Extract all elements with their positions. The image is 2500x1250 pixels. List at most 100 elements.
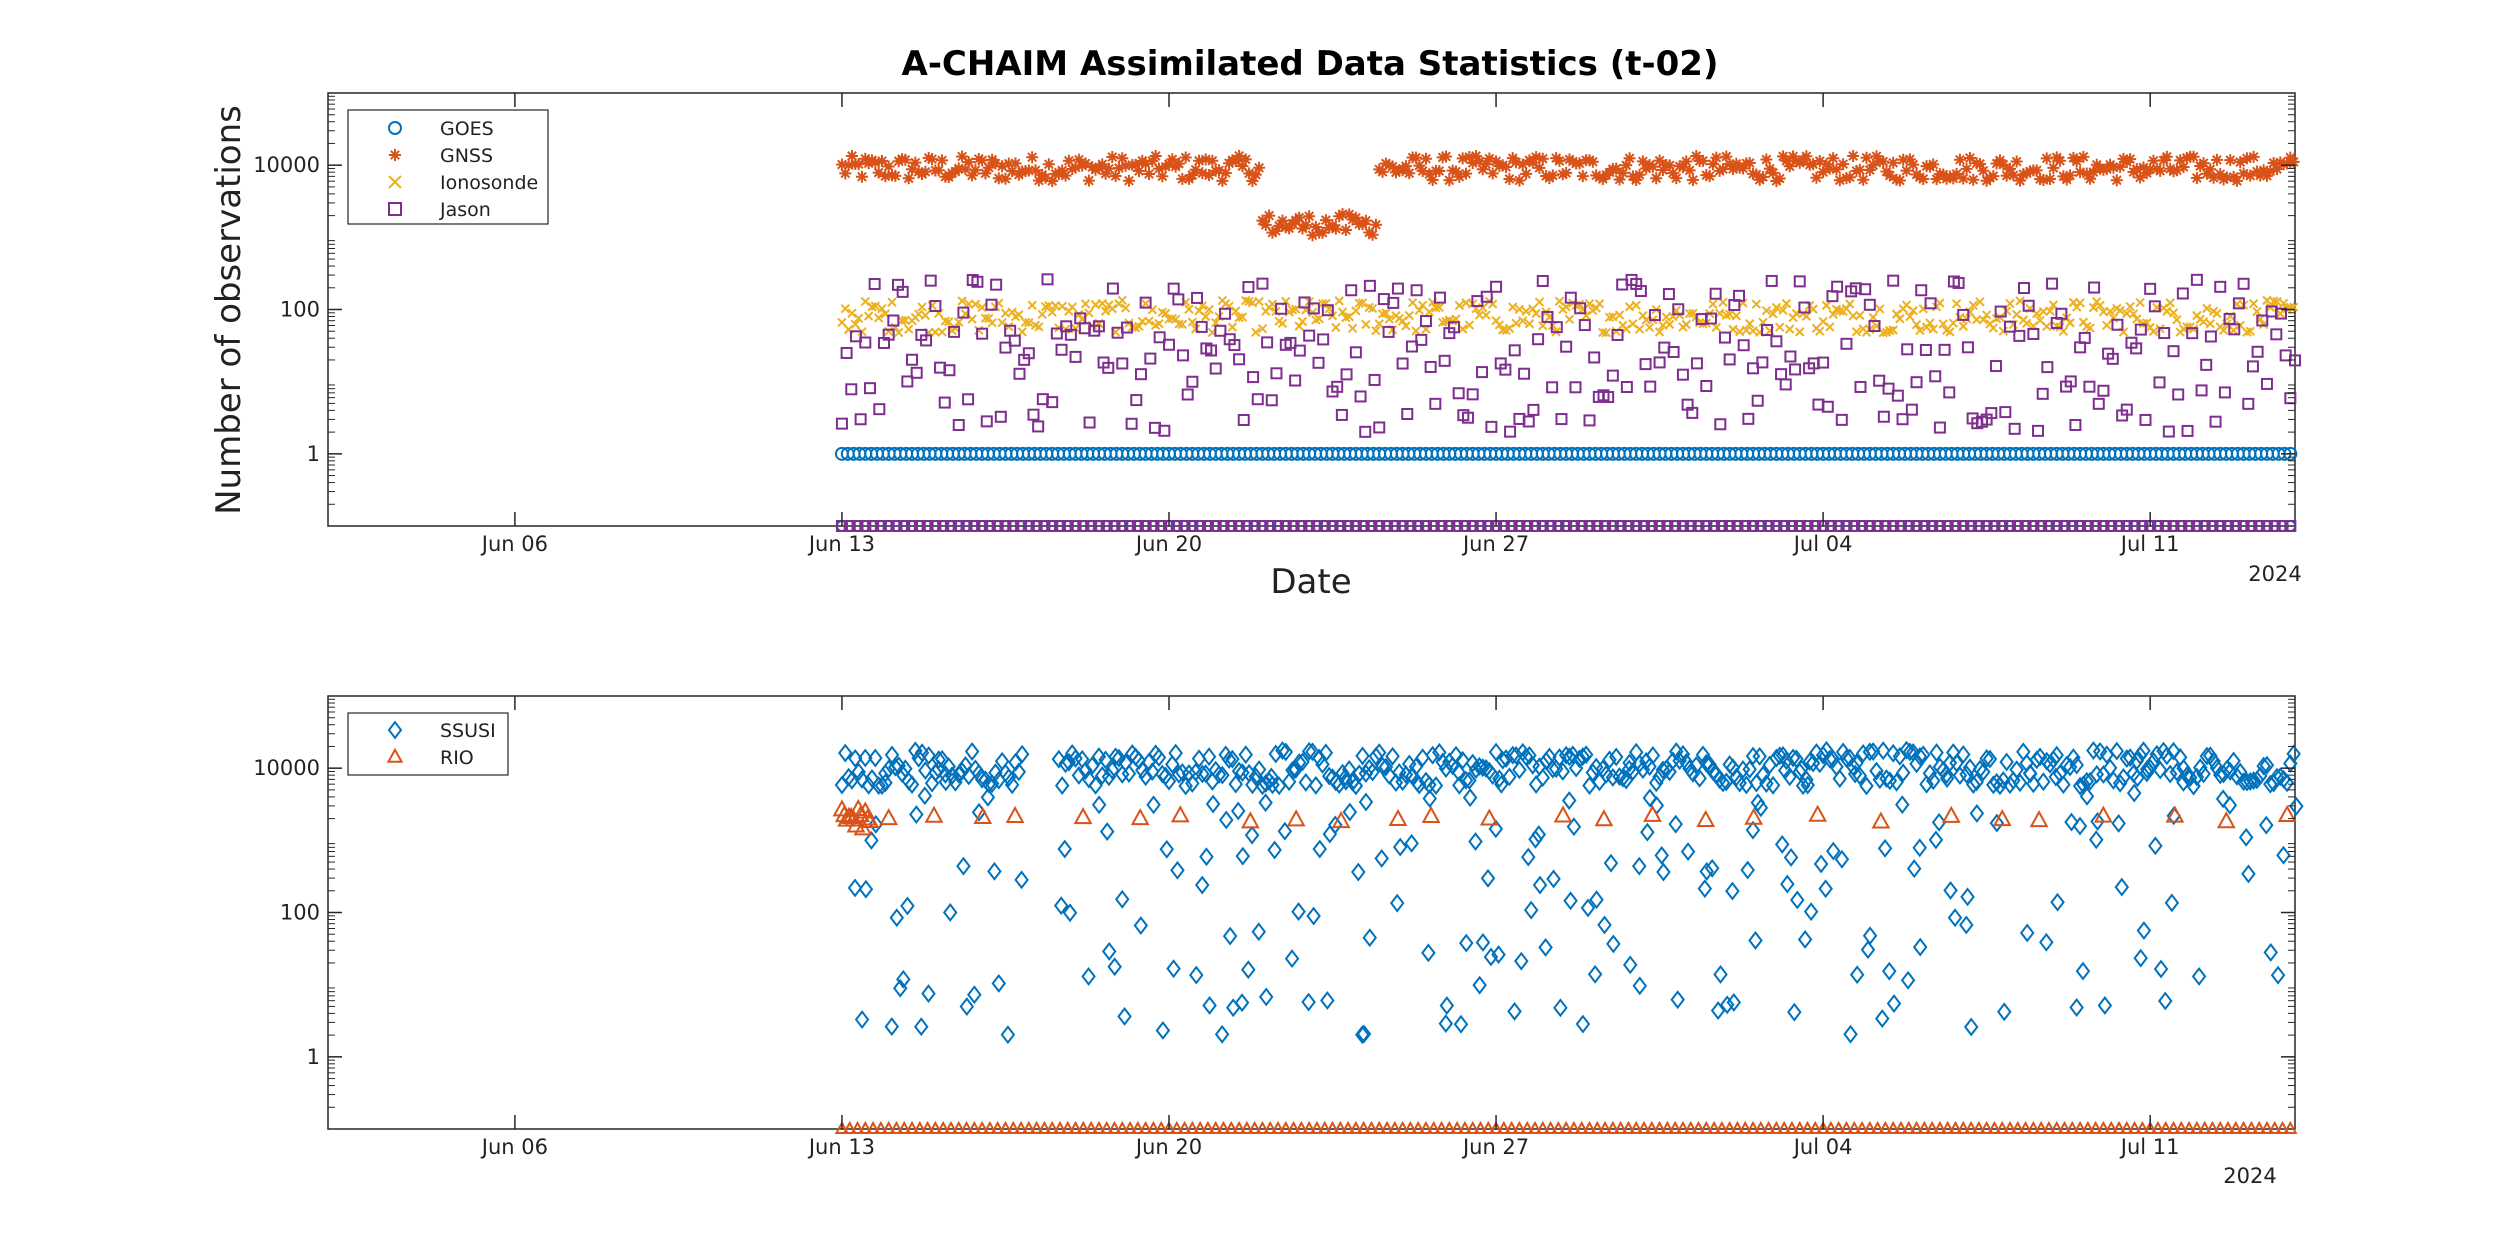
data-point-rio (1224, 1120, 1239, 1134)
data-point-gnss (976, 154, 989, 167)
data-point-gnss (2010, 155, 2023, 168)
data-point-jason (1382, 325, 1395, 338)
data-point-ssusi (2215, 789, 2231, 809)
data-point-jason (1854, 380, 1867, 393)
data-point-ssusi (1835, 742, 1851, 762)
data-point-ssusi (2132, 745, 2148, 765)
data-point-ssusi (2126, 783, 2142, 803)
data-point-jason (2172, 388, 2185, 401)
data-point-gnss (1706, 158, 1719, 171)
data-point-jason (1233, 520, 1246, 532)
data-point-ssusi (2162, 764, 2178, 784)
data-point-ssusi (1264, 767, 1279, 787)
data-point-ionosonde (2021, 318, 2032, 328)
data-point-jason (1433, 291, 1446, 304)
data-point-rio (1301, 1120, 1317, 1134)
data-point-ionosonde (1184, 304, 1194, 314)
data-point-gnss (1560, 166, 1573, 179)
data-point-jason (1704, 312, 1717, 325)
data-point-ssusi (2090, 811, 2105, 831)
data-point-rio (920, 1120, 935, 1134)
data-point-jason (1438, 354, 1451, 367)
data-point-jason (1555, 413, 1568, 426)
data-point-jason (1027, 408, 1040, 421)
data-point-jason (1125, 417, 1138, 430)
data-point-jason (1859, 283, 1872, 296)
data-point-jason (1700, 520, 1713, 532)
data-point-ssusi (1425, 745, 1440, 765)
data-point-ssusi (1785, 748, 1801, 768)
data-point-jason (1871, 520, 1884, 532)
data-point-jason (1667, 345, 1680, 358)
data-point-rio (1854, 1120, 1870, 1134)
data-point-gnss (1122, 174, 1135, 187)
data-point-rio (2096, 1120, 2111, 1134)
data-point-gnss (2274, 156, 2287, 169)
data-point-jason (1972, 520, 1985, 532)
data-point-jason (1676, 520, 1689, 532)
data-point-gnss (1216, 174, 1229, 187)
data-point-gnss (1369, 218, 1382, 231)
data-point-ssusi (2148, 836, 2163, 856)
data-point-gnss (1927, 158, 1940, 171)
data-point-rio (842, 1120, 857, 1134)
data-point-gnss (2287, 155, 2300, 168)
data-point-rio (1504, 1120, 1519, 1134)
data-point-jason (1943, 386, 1956, 399)
data-point-jason (1877, 410, 1890, 423)
data-point-ssusi (1491, 945, 1506, 965)
data-point-jason (1527, 403, 1540, 416)
data-point-jason (1789, 363, 1802, 376)
data-point-ssusi (2152, 760, 2168, 780)
data-point-ssusi (1057, 839, 1073, 859)
data-point-gnss (2240, 152, 2253, 165)
data-point-jason (1194, 520, 1207, 532)
data-point-jason (1480, 290, 1493, 303)
data-point-ssusi (913, 1017, 929, 1037)
data-point-rio (1192, 1120, 1208, 1134)
data-point-ionosonde (977, 302, 987, 313)
legend-label: SSUSI (440, 720, 496, 742)
data-point-rio (1979, 1120, 1994, 1134)
data-point-jason (1583, 520, 1596, 532)
data-point-gnss (1470, 150, 1483, 163)
data-point-rio (1333, 1120, 1348, 1134)
data-point-rio (1862, 1120, 1878, 1134)
data-point-jason (1840, 520, 1853, 532)
data-point-ssusi (1996, 1002, 2012, 1022)
data-point-ssusi (1458, 933, 1474, 953)
data-point-ionosonde (1768, 309, 1778, 319)
data-point-jason (859, 336, 872, 349)
data-point-ssusi (1755, 765, 1771, 785)
data-point-ionosonde (1384, 314, 1394, 324)
data-point-ssusi (2206, 751, 2221, 771)
data-point-jason (1158, 424, 1171, 437)
data-point-jason (2042, 520, 2055, 532)
data-point-ionosonde (1775, 322, 1785, 332)
data-point-ssusi (1365, 762, 1380, 782)
data-point-ssusi (1138, 767, 1153, 787)
data-point-rio (1270, 1120, 1286, 1134)
data-point-jason (976, 327, 989, 340)
data-point-jason (1050, 327, 1063, 340)
data-point-ssusi (1438, 759, 1454, 779)
data-point-ionosonde (1968, 300, 1978, 311)
data-point-jason (1435, 520, 1448, 532)
data-point-ionosonde (1978, 315, 1989, 325)
data-point-gnss (1219, 166, 1232, 179)
data-point-ssusi (1742, 759, 1757, 779)
data-point-rio (1083, 1120, 1099, 1134)
top-x-ticks: Jun 06 Jun 13 Jun 20 Jun 27 Jul 04 Jul 11 (480, 93, 2180, 556)
data-point-ssusi (2109, 741, 2125, 761)
data-point-jason (1522, 415, 1535, 428)
data-point-rio (1776, 1120, 1792, 1134)
data-point-gnss (1199, 153, 1212, 166)
data-point-jason (1331, 380, 1344, 393)
data-point-jason (1602, 391, 1615, 404)
legend-marker-rio (386, 747, 404, 763)
data-point-ionosonde (1771, 302, 1782, 313)
data-point-jason (1933, 421, 1946, 434)
data-point-rio (2181, 1120, 2197, 1134)
data-point-ionosonde (927, 300, 937, 311)
data-point-ssusi (987, 861, 1002, 881)
